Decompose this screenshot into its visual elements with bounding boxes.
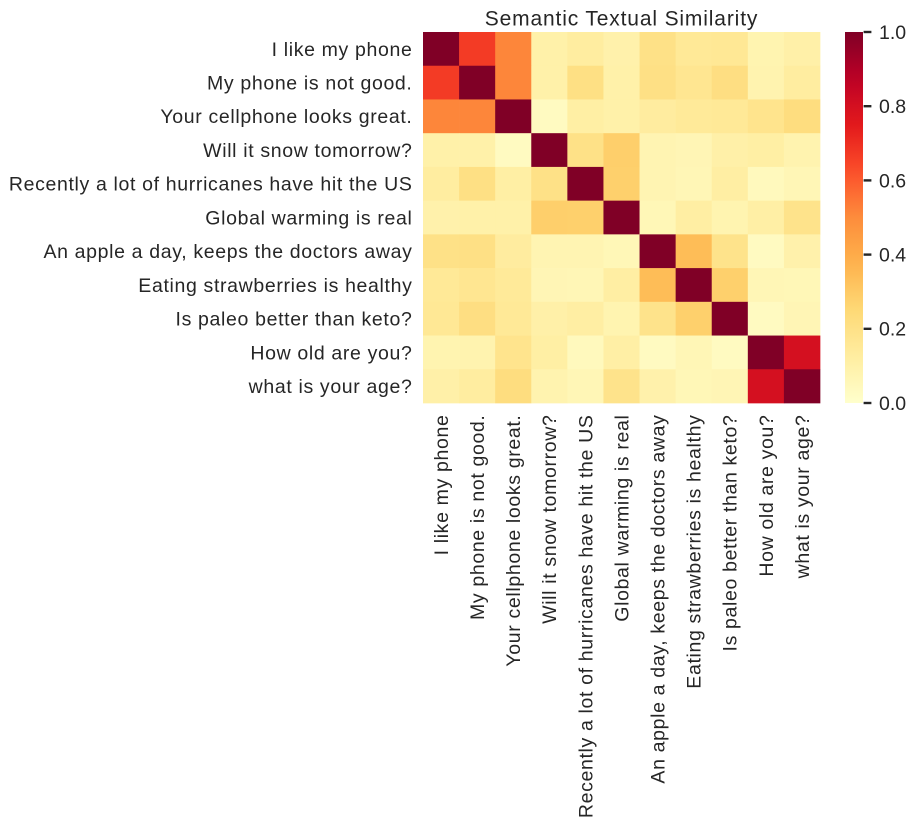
svg-text:Global warming is real: Global warming is real <box>611 415 633 622</box>
svg-text:Is paleo better than keto?: Is paleo better than keto? <box>720 415 742 652</box>
svg-text:1.0: 1.0 <box>879 22 906 44</box>
svg-text:How old are you?: How old are you? <box>756 415 778 577</box>
svg-text:An apple a day, keeps the doct: An apple a day, keeps the doctors away <box>648 415 670 784</box>
svg-text:Will it snow tomorrow?: Will it snow tomorrow? <box>203 140 412 162</box>
svg-text:Semantic Textual Similarity: Semantic Textual Similarity <box>485 8 758 31</box>
svg-text:Recently a lot of hurricanes h: Recently a lot of hurricanes have hit th… <box>575 415 597 819</box>
svg-text:Will it snow tomorrow?: Will it snow tomorrow? <box>539 415 561 624</box>
svg-text:Your cellphone looks great.: Your cellphone looks great. <box>160 106 412 128</box>
svg-text:My phone is not good.: My phone is not good. <box>207 73 413 95</box>
svg-text:0.8: 0.8 <box>879 96 906 118</box>
svg-text:Eating strawberries is healthy: Eating strawberries is healthy <box>138 275 412 297</box>
svg-text:I like my phone: I like my phone <box>272 39 413 61</box>
svg-text:An apple a day, keeps the doct: An apple a day, keeps the doctors away <box>43 241 412 263</box>
svg-text:Your cellphone looks great.: Your cellphone looks great. <box>503 415 525 667</box>
svg-text:Global warming is real: Global warming is real <box>205 207 412 229</box>
svg-text:0.2: 0.2 <box>879 319 906 341</box>
svg-text:Recently a lot of hurricanes h: Recently a lot of hurricanes have hit th… <box>9 174 413 196</box>
svg-text:My phone is not good.: My phone is not good. <box>467 415 489 621</box>
svg-text:I like my phone: I like my phone <box>431 415 453 556</box>
svg-text:Eating strawberries is healthy: Eating strawberries is healthy <box>684 415 706 689</box>
svg-text:How old are you?: How old are you? <box>250 342 412 364</box>
svg-text:what is your age?: what is your age? <box>248 376 413 398</box>
svg-text:what is your age?: what is your age? <box>792 415 814 580</box>
svg-text:Is paleo better than keto?: Is paleo better than keto? <box>176 309 413 331</box>
svg-text:0.4: 0.4 <box>879 245 906 267</box>
svg-text:0.6: 0.6 <box>879 170 906 192</box>
svg-text:0.0: 0.0 <box>879 393 906 415</box>
